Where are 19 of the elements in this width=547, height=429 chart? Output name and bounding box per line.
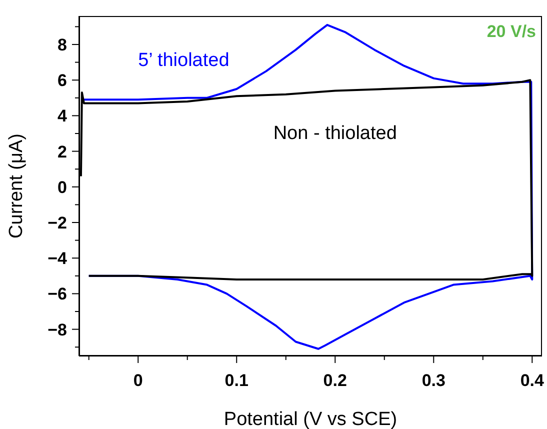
x-tick-label: 0 [133, 371, 143, 390]
y-tick-label: 0 [58, 178, 67, 197]
y-axis-title: Current (μA) [6, 134, 28, 238]
y-tick-label: −6 [48, 284, 67, 304]
x-tick-label: 0.1 [224, 371, 248, 390]
series-label: Non - thiolated [273, 123, 397, 146]
annotation: 20 V/s [486, 22, 536, 42]
y-tick-label: −2 [48, 213, 67, 232]
y-tick-label: 6 [58, 71, 67, 90]
y-tick-label: 4 [58, 106, 68, 126]
x-axis-title: Potential (V vs SCE) [224, 409, 398, 429]
x-tick-label: 0.4 [520, 371, 545, 390]
x-tick-label: 0.2 [323, 371, 347, 390]
y-tick-label: 8 [58, 35, 67, 54]
y-tick-label: −4 [48, 249, 68, 268]
y-tick-label: 2 [58, 142, 67, 162]
x-tick-label: 0.3 [422, 371, 446, 390]
y-tick-label: −8 [48, 320, 67, 340]
series-label: 5’ thiolated [138, 50, 230, 72]
